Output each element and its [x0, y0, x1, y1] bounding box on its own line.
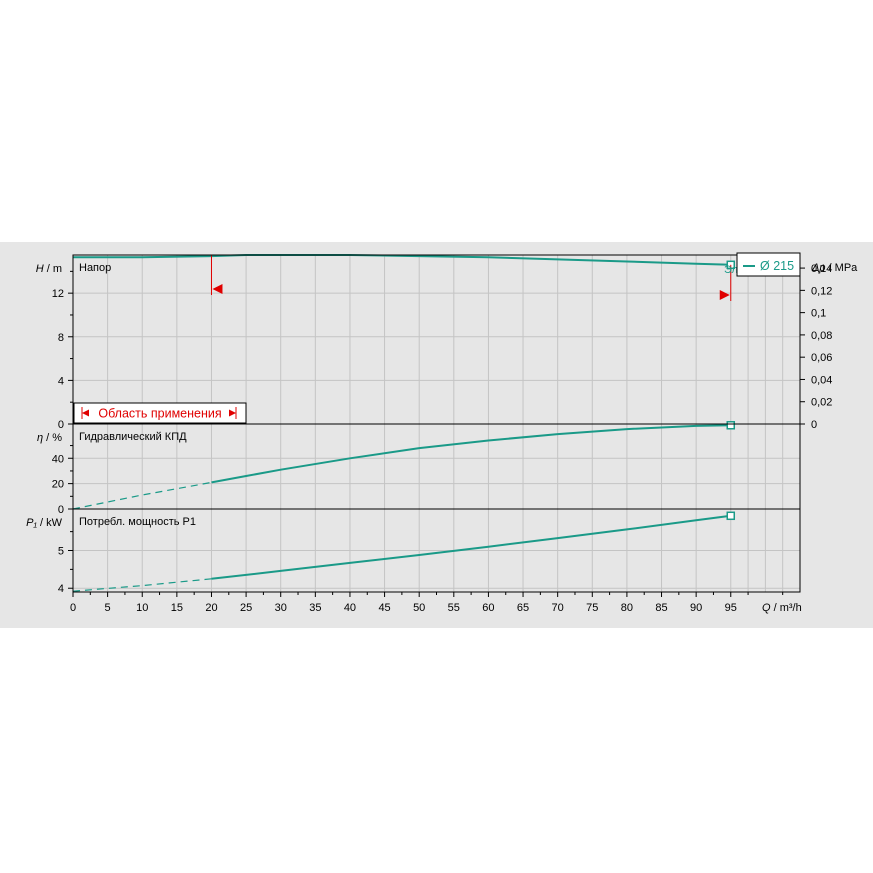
- y-axis-label-efficiency: η / %: [37, 432, 62, 444]
- y-tick-label: 8: [58, 332, 64, 344]
- y-tick-label: 0: [58, 419, 64, 431]
- x-tick-label: 35: [309, 602, 321, 614]
- right-tick-label: 0: [811, 419, 817, 431]
- curve-power: [211, 514, 731, 580]
- x-tick-label: 95: [725, 602, 737, 614]
- x-tick-label: 10: [136, 602, 148, 614]
- y-tick-label: 5: [58, 546, 64, 558]
- curve-efficiency: [211, 424, 731, 484]
- x-tick-label: 45: [378, 602, 390, 614]
- x-tick-label: 80: [621, 602, 633, 614]
- plot-area-head: [73, 255, 800, 424]
- x-tick-label: 20: [205, 602, 217, 614]
- legend-label: Ø 215: [760, 259, 794, 273]
- x-tick-label: 85: [655, 602, 667, 614]
- right-tick-label: 0,14: [811, 263, 832, 275]
- x-tick-label: 30: [275, 602, 287, 614]
- x-tick-label: 55: [448, 602, 460, 614]
- panel-title-efficiency: Гидравлический КПД: [79, 431, 187, 443]
- x-axis-label: Q / m³/h: [762, 602, 802, 614]
- app-range-right-arrow: [719, 290, 730, 300]
- x-tick-label: 90: [690, 602, 702, 614]
- app-range-box-left-arrow: [82, 409, 89, 417]
- y-axis-label-power: P₁ / kW: [26, 517, 62, 529]
- right-tick-label: 0,06: [811, 352, 832, 364]
- curve-end-marker: [726, 511, 736, 521]
- plot-area-efficiency: [73, 424, 800, 509]
- app-range-left-arrow: [212, 284, 223, 294]
- x-tick-label: 60: [482, 602, 494, 614]
- x-tick-label: 0: [70, 602, 76, 614]
- x-tick-label: 70: [552, 602, 564, 614]
- x-tick-label: 5: [105, 602, 111, 614]
- app-range-box-right-arrow: [229, 409, 236, 417]
- pump-curve-panel: 0 4 8 12 H / m Напор 0 0,02 0,04 0,06 0,08 0,1 0,12 0…: [0, 242, 873, 628]
- right-tick-label: 0,08: [811, 330, 832, 342]
- y-tick-label: 4: [58, 375, 64, 387]
- right-tick-label: 0,04: [811, 374, 832, 386]
- y-axis-label-head: H / m: [36, 263, 62, 275]
- curve-end-marker: [726, 421, 736, 430]
- panel-title-head: Напор: [79, 262, 111, 274]
- right-axis-label: Δp / MPa: [811, 262, 858, 274]
- x-tick-label: 65: [517, 602, 529, 614]
- app-range-box-label: Область применения: [98, 407, 221, 421]
- x-tick-label: 75: [586, 602, 598, 614]
- x-tick-label: 40: [344, 602, 356, 614]
- app-range-box: [73, 402, 247, 424]
- right-tick-label: 0,12: [811, 285, 832, 297]
- y-tick-label: 20: [52, 479, 64, 491]
- y-tick-label: 40: [52, 453, 64, 465]
- legend-fragment: Эл: [724, 264, 738, 276]
- y-tick-label: 0: [58, 504, 64, 516]
- right-tick-label: 0,1: [811, 308, 826, 320]
- right-tick-label: 0,02: [811, 397, 832, 409]
- y-tick-label: 12: [52, 288, 64, 300]
- legend-box: [736, 252, 801, 277]
- x-tick-label: 25: [240, 602, 252, 614]
- panel-title-power: Потребл. мощность P1: [79, 516, 196, 528]
- x-tick-label: 15: [171, 602, 183, 614]
- x-tick-label: 50: [413, 602, 425, 614]
- y-tick-label: 4: [58, 583, 64, 595]
